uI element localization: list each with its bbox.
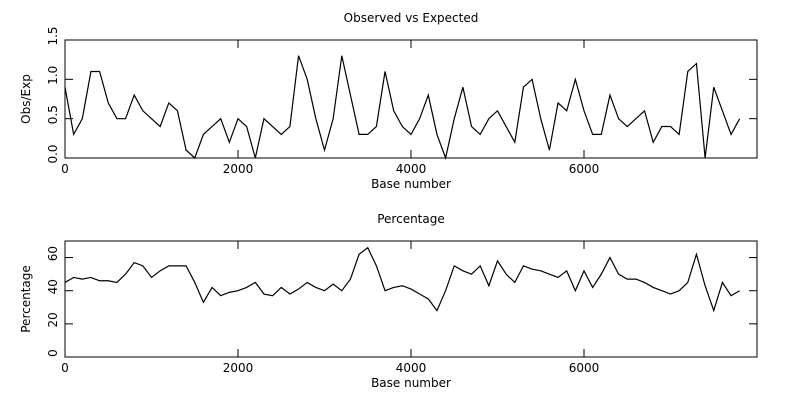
y-tick-label: 0 bbox=[46, 349, 60, 357]
x-tick-label: 4000 bbox=[396, 361, 427, 375]
x-tick-label: 0 bbox=[61, 162, 69, 176]
y-tick-label: 1.0 bbox=[46, 66, 60, 85]
chart-title: Percentage bbox=[377, 212, 445, 226]
chart-title: Observed vs Expected bbox=[344, 11, 479, 25]
data-line bbox=[64, 246, 740, 313]
x-axis-label: Base number bbox=[371, 376, 451, 390]
y-tick-label: 20 bbox=[46, 312, 60, 327]
x-tick-label: 4000 bbox=[396, 162, 427, 176]
y-tick-label: 0.0 bbox=[46, 144, 60, 163]
x-tick-label: 2000 bbox=[223, 162, 254, 176]
x-tick-label: 0 bbox=[61, 361, 69, 375]
x-tick-label: 6000 bbox=[569, 162, 600, 176]
x-axis-label: Base number bbox=[371, 177, 451, 191]
y-tick-label: 1.5 bbox=[46, 26, 60, 45]
x-tick-label: 2000 bbox=[223, 361, 254, 375]
x-tick-label: 6000 bbox=[569, 361, 600, 375]
y-axis-label: Obs/Exp bbox=[19, 74, 33, 124]
y-tick-label: 40 bbox=[46, 279, 60, 294]
y-axis-label: Percentage bbox=[19, 265, 33, 333]
y-tick-label: 0.5 bbox=[46, 105, 60, 124]
data-line bbox=[64, 55, 741, 161]
y-tick-label: 60 bbox=[46, 246, 60, 261]
